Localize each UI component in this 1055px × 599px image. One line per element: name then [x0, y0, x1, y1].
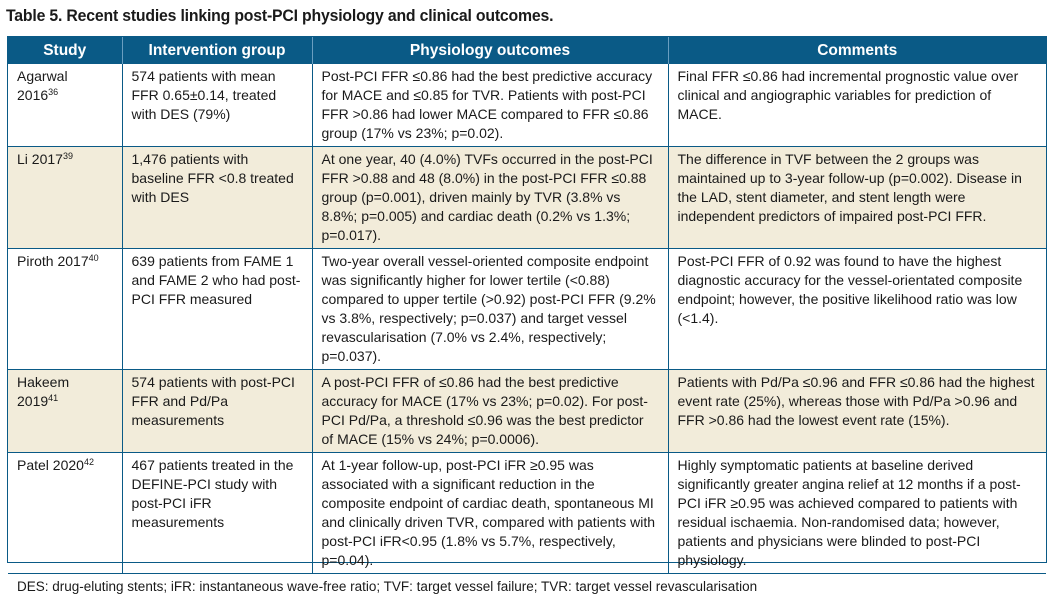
study-name: Patel 2020: [17, 457, 84, 473]
studies-table: Study Intervention group Physiology outc…: [8, 37, 1046, 573]
header-study: Study: [8, 37, 122, 64]
study-cell: Hakeem 201941: [8, 369, 122, 453]
comments-cell: Final FFR ≤0.86 had incremental prognost…: [667, 63, 1046, 147]
study-name: Hakeem 2019: [17, 374, 70, 409]
header-row: Study Intervention group Physiology outc…: [8, 37, 1046, 64]
study-ref: 41: [48, 393, 59, 403]
physiology-cell: Two-year overall vessel-oriented composi…: [311, 248, 668, 370]
study-name: Agarwal 2016: [17, 68, 68, 103]
intervention-cell: 467 patients treated in the DEFINE-PCI s…: [121, 452, 312, 573]
physiology-cell: At 1-year follow-up, post-PCI iFR ≥0.95 …: [311, 452, 668, 573]
table-figure: Table 5. Recent studies linking post-PCI…: [6, 6, 1047, 594]
study-cell: Piroth 201740: [8, 248, 122, 370]
study-ref: 40: [88, 253, 99, 263]
comments-cell: Post-PCI FFR of 0.92 was found to have t…: [667, 248, 1046, 370]
study-ref: 39: [62, 151, 73, 161]
physiology-cell: A post-PCI FFR of ≤0.86 had the best pre…: [311, 369, 668, 453]
header-comments: Comments: [667, 37, 1046, 64]
study-cell: Agarwal 201636: [8, 63, 122, 147]
study-cell: Li 201739: [8, 146, 122, 249]
table-row: Piroth 201740 639 patients from FAME 1 a…: [8, 248, 1046, 370]
header-physiology: Physiology outcomes: [311, 37, 668, 64]
study-ref: 42: [83, 457, 94, 467]
comments-cell: Highly symptomatic patients at baseline …: [667, 452, 1046, 573]
study-name: Li 2017: [17, 151, 63, 167]
header-intervention: Intervention group: [121, 37, 312, 64]
study-cell: Patel 202042: [8, 452, 122, 573]
comments-cell: Patients with Pd/Pa ≤0.96 and FFR ≤0.86 …: [667, 369, 1046, 453]
intervention-cell: 574 patients with mean FFR 0.65±0.14, tr…: [121, 63, 312, 147]
physiology-cell: At one year, 40 (4.0%) TVFs occurred in …: [311, 146, 668, 249]
physiology-cell: Post-PCI FFR ≤0.86 had the best predicti…: [311, 63, 668, 147]
intervention-cell: 1,476 patients with baseline FFR <0.8 tr…: [121, 146, 312, 249]
table-row: Hakeem 201941 574 patients with post-PCI…: [8, 369, 1046, 453]
table-row: Agarwal 201636 574 patients with mean FF…: [8, 63, 1046, 147]
intervention-cell: 639 patients from FAME 1 and FAME 2 who …: [121, 248, 312, 370]
comments-cell: The difference in TVF between the 2 grou…: [667, 146, 1046, 249]
studies-table-frame: Study Intervention group Physiology outc…: [7, 36, 1047, 594]
study-ref: 36: [48, 87, 59, 97]
table-row: Patel 202042 467 patients treated in the…: [8, 452, 1046, 573]
table-row: Li 201739 1,476 patients with baseline F…: [8, 146, 1046, 249]
table-footnote: DES: drug-eluting stents; iFR: instantan…: [8, 573, 1046, 599]
intervention-cell: 574 patients with post-PCI FFR and Pd/Pa…: [121, 369, 312, 453]
study-name: Piroth 2017: [17, 253, 89, 269]
table-title: Table 5. Recent studies linking post-PCI…: [6, 6, 554, 25]
